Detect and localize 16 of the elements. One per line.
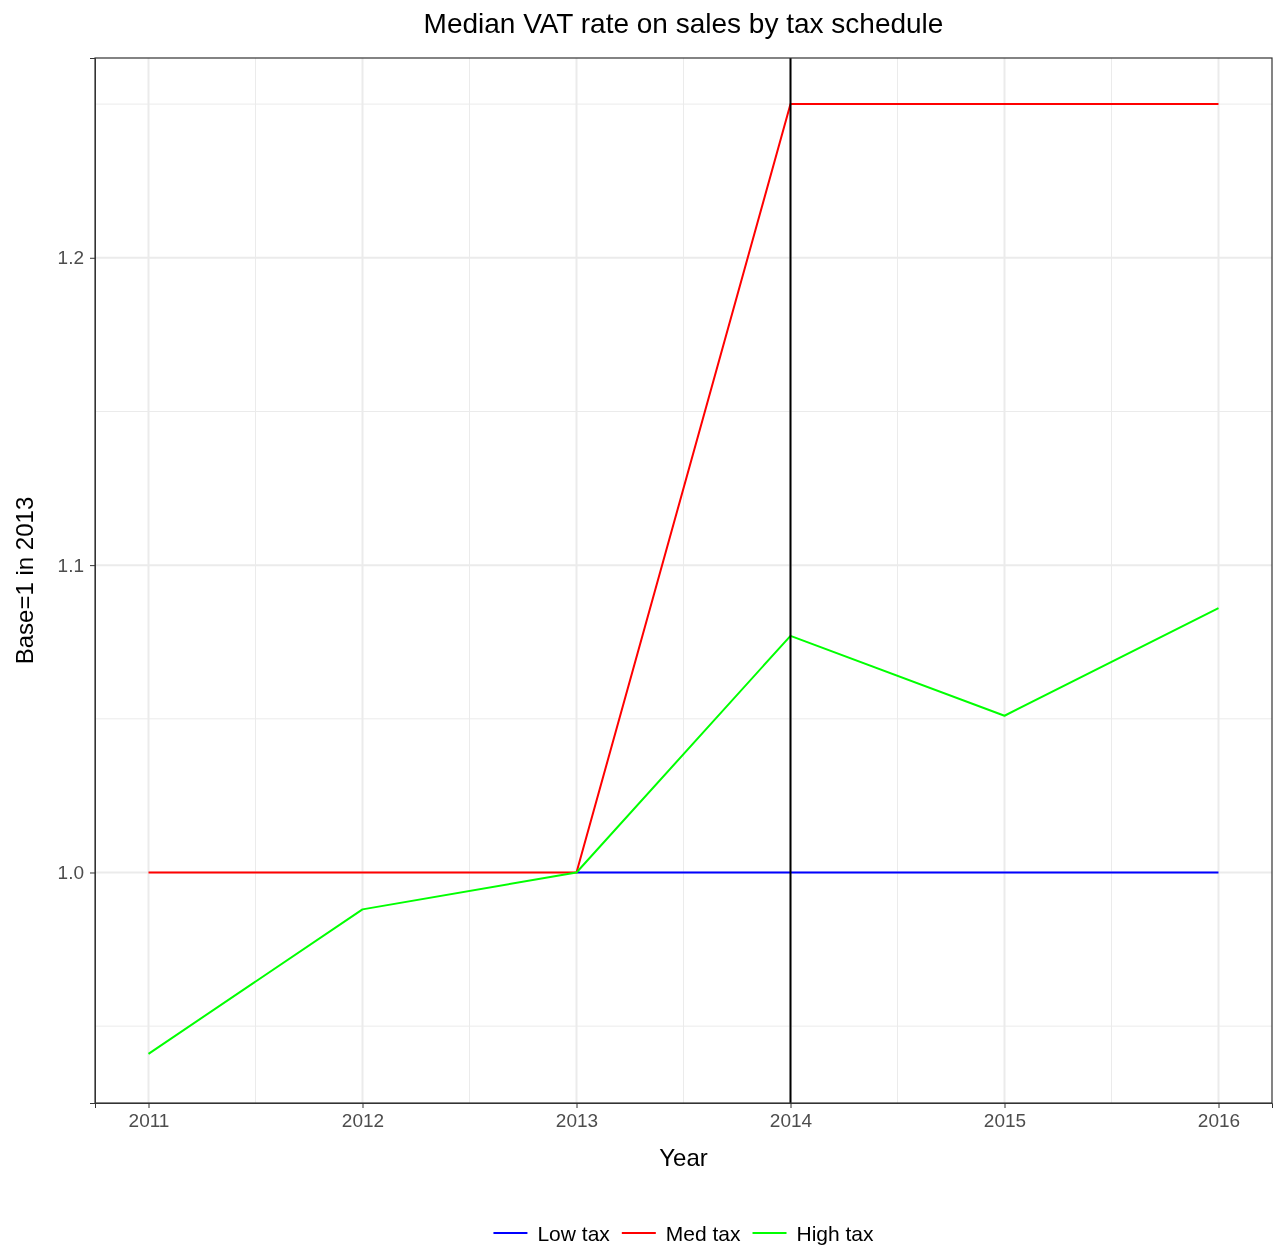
legend-label: Low tax [537, 1222, 611, 1245]
y-tick-label: 1.2 [57, 247, 84, 269]
x-tick-label: 2011 [128, 1110, 170, 1132]
x-tick-label: 2013 [555, 1110, 599, 1132]
x-tick-label: 2016 [1197, 1110, 1241, 1132]
y-axis-title: Base=1 in 2013 [11, 496, 38, 665]
legend-label: High tax [796, 1222, 875, 1245]
y-tick-label: 1.1 [57, 554, 84, 576]
x-tick-label: 2015 [983, 1110, 1027, 1132]
line-series [147, 607, 1220, 1055]
legend-label: Med tax [665, 1222, 742, 1245]
y-tick-label: 1.0 [57, 862, 84, 884]
chart-title: Median VAT rate on sales by tax schedule [423, 8, 944, 39]
x-tick-label: 2012 [341, 1110, 385, 1132]
x-tick-label: 2014 [769, 1110, 813, 1132]
x-axis-title: Year [659, 1144, 708, 1171]
